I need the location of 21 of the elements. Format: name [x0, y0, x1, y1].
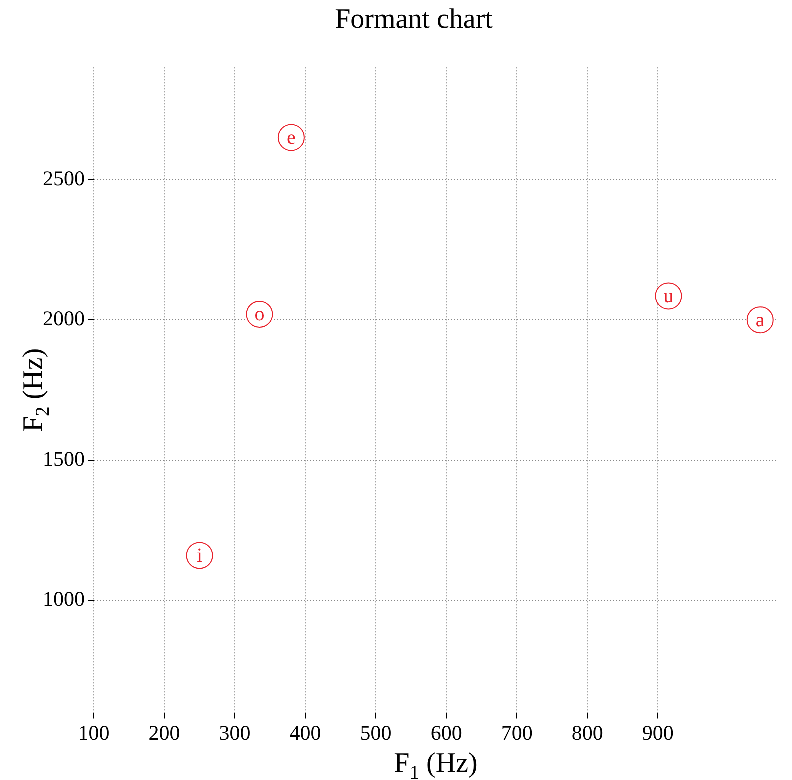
- x-tick-label: 100: [78, 720, 110, 745]
- annotation: e: [287, 126, 296, 149]
- x-tick-label: 600: [430, 720, 462, 745]
- y-tick-label: 2000: [43, 306, 85, 331]
- x-tick-label: 800: [572, 720, 604, 745]
- x-tick-label: 700: [501, 720, 533, 745]
- annotation: a: [756, 309, 765, 332]
- point: [186, 542, 214, 570]
- x-tick-label: 300: [219, 720, 251, 745]
- y-tick-label: 1000: [43, 587, 85, 612]
- y-tick-label: 1500: [43, 446, 85, 471]
- x-tick-label: 500: [360, 720, 392, 745]
- x-tick-label: 400: [290, 720, 322, 745]
- y-tick-label: 2500: [43, 166, 85, 190]
- x-tick-label: 900: [642, 720, 674, 745]
- y-axis-title: F2 (Hz): [18, 348, 54, 432]
- annotation: u: [664, 285, 674, 308]
- chart-title: Formant chart: [335, 4, 494, 36]
- x-tick-label: 200: [148, 720, 180, 745]
- annotation: o: [254, 304, 265, 326]
- annotation: i: [196, 544, 203, 567]
